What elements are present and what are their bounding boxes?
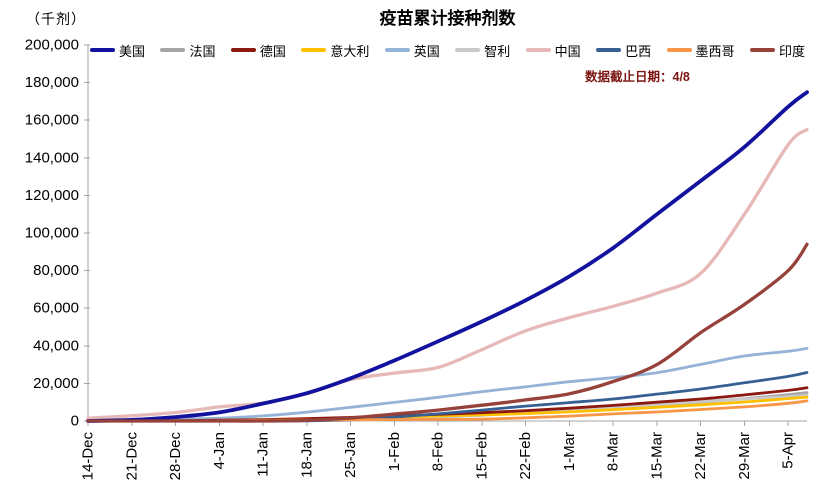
legend-label: 美国 bbox=[119, 43, 146, 59]
legend-item-mexico: 墨西哥 bbox=[666, 41, 735, 60]
legend-item-france: 法国 bbox=[160, 41, 215, 60]
legend-label: 智利 bbox=[484, 43, 511, 59]
x-tick-label: 11-Jan bbox=[255, 432, 272, 477]
legend-label: 法国 bbox=[189, 43, 216, 59]
legend-line-icon bbox=[666, 48, 692, 52]
legend-line-icon bbox=[596, 48, 622, 52]
legend-item-brazil: 巴西 bbox=[596, 41, 651, 60]
legend-item-chile: 智利 bbox=[455, 41, 510, 60]
legend-item-india: 印度 bbox=[749, 41, 805, 60]
x-tick-label: 29-Mar bbox=[736, 432, 753, 480]
x-tick-label: 5-Apr bbox=[780, 432, 797, 469]
x-tick-label: 1-Mar bbox=[561, 432, 578, 471]
y-tick-label: 180,000 bbox=[25, 74, 79, 91]
x-tick-label: 22-Mar bbox=[692, 432, 709, 480]
x-tick-label: 21-Dec bbox=[123, 432, 140, 481]
x-tick-label: 15-Feb bbox=[473, 432, 490, 480]
x-tick-label: 18-Jan bbox=[298, 432, 315, 478]
legend: 美国 法国 德国 意大利 英国 智利 中国 巴西 墨西哥 印度 bbox=[90, 40, 805, 60]
series-line-china bbox=[86, 127, 809, 420]
y-tick-label: 200,000 bbox=[25, 37, 79, 54]
legend-label: 墨西哥 bbox=[695, 43, 735, 59]
legend-line-icon bbox=[230, 48, 256, 52]
data-cutoff-note: 数据截止日期：4/8 bbox=[585, 70, 690, 84]
y-tick-label: 40,000 bbox=[33, 337, 79, 354]
legend-line-icon bbox=[301, 48, 327, 52]
legend-label: 英国 bbox=[413, 43, 440, 59]
y-tick-label: 120,000 bbox=[25, 187, 79, 204]
y-tick-label: 0 bbox=[71, 413, 79, 430]
y-tick-label: 100,000 bbox=[25, 225, 79, 242]
legend-line-icon bbox=[160, 48, 186, 52]
x-tick-label: 14-Dec bbox=[80, 432, 97, 481]
legend-item-uk: 英国 bbox=[384, 41, 440, 60]
y-tick-label: 60,000 bbox=[33, 300, 79, 317]
x-tick-label: 28-Dec bbox=[167, 432, 184, 481]
x-tick-label: 8-Mar bbox=[605, 432, 622, 471]
x-tick-label: 25-Jan bbox=[342, 432, 359, 478]
y-tick-label: 140,000 bbox=[25, 149, 79, 166]
x-tick-label: 8-Feb bbox=[430, 432, 447, 471]
y-tick-label: 80,000 bbox=[33, 262, 79, 279]
legend-line-icon bbox=[90, 48, 115, 52]
legend-line-icon bbox=[384, 48, 410, 52]
legend-label: 印度 bbox=[778, 43, 805, 59]
x-tick-label: 1-Feb bbox=[386, 432, 403, 471]
legend-item-china: 中国 bbox=[525, 41, 581, 60]
legend-label: 中国 bbox=[554, 43, 581, 59]
x-tick-label: 4-Jan bbox=[211, 432, 228, 470]
legend-label: 巴西 bbox=[625, 43, 652, 59]
legend-line-icon bbox=[525, 48, 551, 52]
legend-item-germany: 德国 bbox=[230, 41, 286, 60]
legend-label: 意大利 bbox=[330, 43, 370, 59]
legend-item-usa: 美国 bbox=[90, 41, 145, 60]
chart-title: 疫苗累计接种剂数 bbox=[379, 9, 516, 28]
series-line-usa bbox=[86, 90, 809, 423]
y-tick-label: 20,000 bbox=[33, 375, 79, 392]
x-tick-label: 22-Feb bbox=[517, 432, 534, 480]
legend-label: 德国 bbox=[259, 43, 286, 59]
series-line-uk bbox=[86, 347, 809, 423]
y-tick-label: 160,000 bbox=[25, 112, 79, 129]
legend-item-italy: 意大利 bbox=[301, 41, 369, 60]
legend-line-icon bbox=[749, 48, 775, 52]
y-axis-unit-label: （千剂） bbox=[26, 11, 86, 27]
series-line-india bbox=[86, 242, 809, 423]
x-tick-label: 15-Mar bbox=[648, 432, 665, 480]
legend-line-icon bbox=[455, 48, 481, 52]
